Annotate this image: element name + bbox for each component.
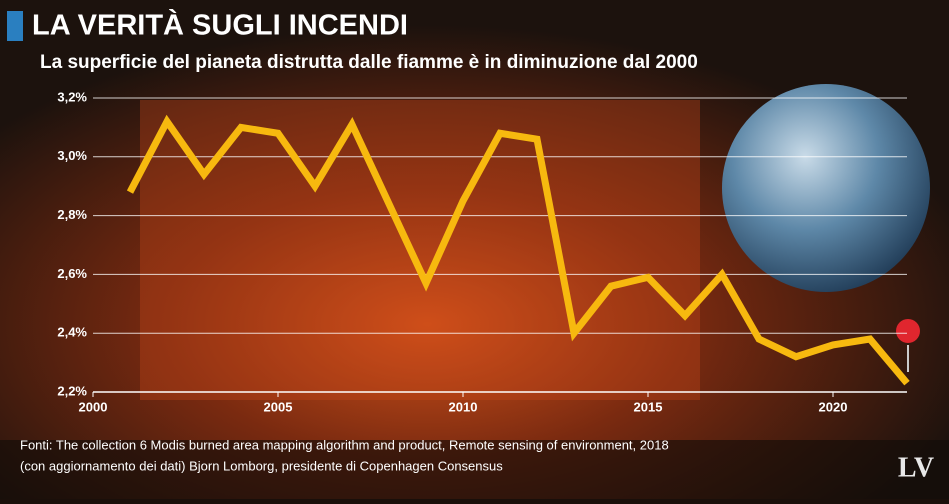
y-tick-label: 2,6% [57,266,87,281]
globe [722,84,930,292]
footer-band [0,440,949,499]
y-tick-label: 2,2% [57,383,87,398]
chart-subtitle: La superficie del pianeta distrutta dall… [40,52,698,73]
y-tick-label: 2,4% [57,325,87,340]
y-tick-label: 2,8% [57,207,87,222]
chart-title: LA VERITÀ SUGLI INCENDI [32,8,408,42]
x-tick-label: 2010 [449,399,478,414]
x-tick-label: 2005 [264,399,293,414]
x-tick-label: 2015 [634,399,663,414]
data-line [126,114,910,386]
fire-image [140,100,700,400]
x-tick-label: 2000 [79,399,108,414]
logo: LV [898,452,934,483]
plot: 2,2% 2,4% 2,6% 2,8% 3,0% 3,2% 2000 2005 2010 2015… [57,89,910,414]
pin-head [896,319,920,343]
source-line: (con aggiornamento dei dati) Bjorn Lombo… [20,458,503,473]
y-tick-label: 3,0% [57,148,87,163]
title-marker [7,11,23,41]
source-line: Fonti: The collection 6 Modis burned are… [20,437,669,452]
x-tick-label: 2020 [819,399,848,414]
y-tick-label: 3,2% [57,89,87,104]
